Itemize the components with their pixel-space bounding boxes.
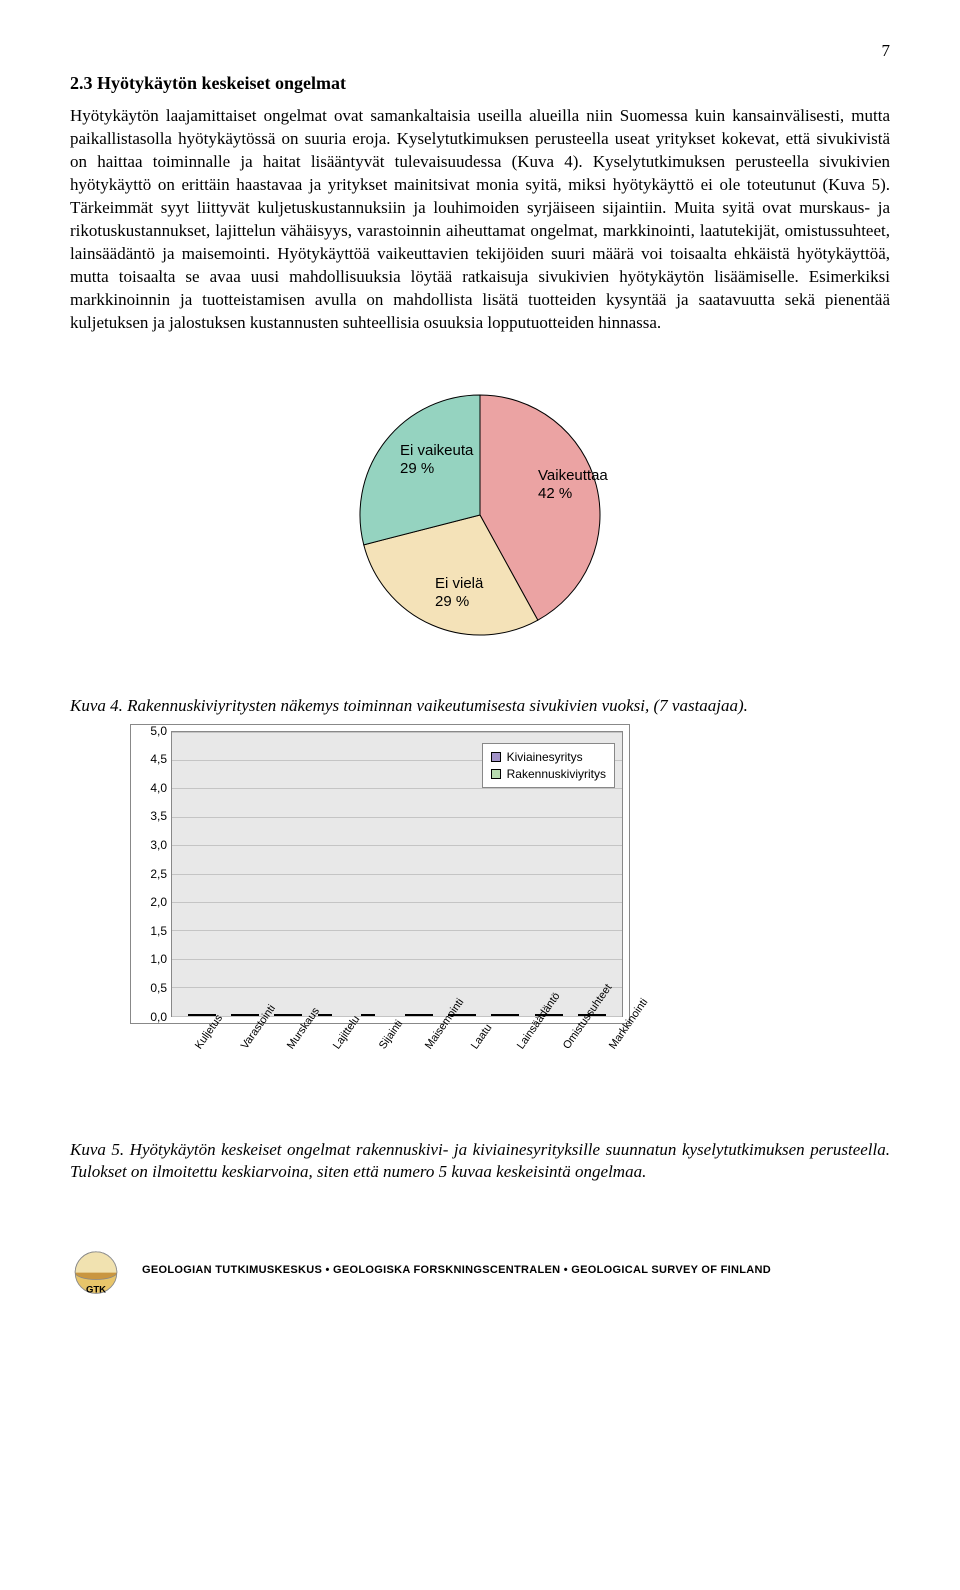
grid-line: [172, 845, 622, 846]
pie-label: Ei vaikeuta: [400, 442, 474, 459]
footer-org-text: GEOLOGIAN TUTKIMUSKESKUS • GEOLOGISKA FO…: [142, 1263, 771, 1278]
figure-5-caption: Kuva 5. Hyötykäytön keskeiset ongelmat r…: [70, 1139, 890, 1185]
body-paragraph: Hyötykäytön laajamittaiset ongelmat ovat…: [70, 105, 890, 334]
legend-swatch: [491, 769, 501, 779]
pie-label: 29 %: [400, 460, 434, 477]
legend-swatch: [491, 752, 501, 762]
pie-chart-svg: Vaikeuttaa42 %Ei vielä29 %Ei vaikeuta29 …: [300, 360, 660, 670]
y-axis-label: 5,0: [133, 722, 167, 738]
legend-item: Kiviainesyritys: [491, 749, 606, 765]
svg-text:GTK: GTK: [86, 1285, 106, 1296]
page-number: 7: [70, 40, 890, 63]
y-axis-label: 1,0: [133, 951, 167, 967]
y-axis-label: 2,5: [133, 865, 167, 881]
pie-label: 29 %: [435, 593, 469, 610]
pie-label: 42 %: [538, 485, 572, 502]
figure-4-caption: Kuva 4. Rakennuskiviyritysten näkemys to…: [70, 695, 890, 718]
pie-label: Vaikeuttaa: [538, 467, 608, 484]
y-axis-label: 4,5: [133, 751, 167, 767]
grid-line: [172, 987, 622, 988]
legend-item: Rakennuskiviyritys: [491, 766, 606, 782]
y-axis-label: 1,5: [133, 923, 167, 939]
bar-chart-frame: Kiviainesyritys Rakennuskiviyritys 0,0 0,…: [130, 724, 630, 1024]
legend-label: Kiviainesyritys: [507, 749, 583, 765]
grid-line: [172, 930, 622, 931]
y-axis-label: 2,0: [133, 894, 167, 910]
gtk-logo-icon: GTK: [70, 1244, 122, 1296]
bar-chart-figure: Kiviainesyritys Rakennuskiviyritys 0,0 0,…: [130, 724, 630, 1119]
legend: Kiviainesyritys Rakennuskiviyritys: [482, 743, 615, 788]
pie-label: Ei vielä: [435, 575, 484, 592]
section-heading: 2.3 Hyötykäytön keskeiset ongelmat: [70, 71, 890, 95]
y-axis-label: 3,0: [133, 837, 167, 853]
grid-line: [172, 732, 622, 733]
grid-line: [172, 1016, 622, 1017]
legend-label: Rakennuskiviyritys: [507, 766, 606, 782]
grid-line: [172, 788, 622, 789]
y-axis-label: 3,5: [133, 808, 167, 824]
page-footer: GTK GEOLOGIAN TUTKIMUSKESKUS • GEOLOGISK…: [70, 1244, 890, 1296]
y-axis-label: 0,0: [133, 1008, 167, 1024]
y-axis-label: 0,5: [133, 980, 167, 996]
pie-chart-figure: Vaikeuttaa42 %Ei vielä29 %Ei vaikeuta29 …: [70, 360, 890, 670]
grid-line: [172, 959, 622, 960]
x-axis-labels: KuljetusVarastointiMurskausLajitteluSija…: [170, 1024, 630, 1119]
y-axis-label: 4,0: [133, 780, 167, 796]
grid-line: [172, 817, 622, 818]
grid-line: [172, 874, 622, 875]
grid-line: [172, 902, 622, 903]
